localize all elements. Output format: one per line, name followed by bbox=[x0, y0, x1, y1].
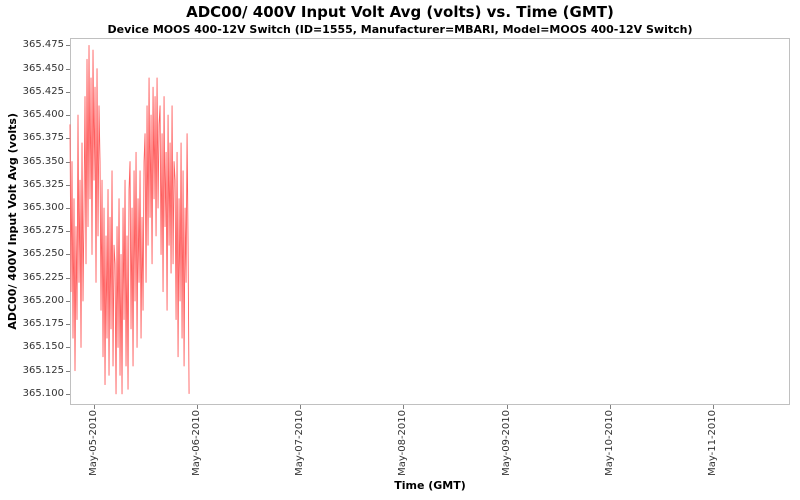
data-series-line bbox=[69, 44, 190, 395]
y-tick-label: 365.200 bbox=[22, 294, 64, 306]
y-tick-label: 365.425 bbox=[22, 85, 64, 97]
y-tick-label: 365.450 bbox=[22, 62, 64, 74]
plot-border bbox=[70, 38, 790, 405]
x-tick-label: May-07-2010 bbox=[294, 410, 306, 476]
y-tick-label: 365.325 bbox=[22, 178, 64, 190]
x-tick-label: May-08-2010 bbox=[397, 410, 409, 476]
y-tick-label: 365.350 bbox=[22, 155, 64, 167]
y-tick-label: 365.300 bbox=[22, 202, 64, 214]
y-tick-label: 365.175 bbox=[22, 318, 64, 330]
y-tick-label: 365.225 bbox=[22, 271, 64, 283]
x-tick-label: May-06-2010 bbox=[191, 410, 203, 476]
x-tick-label: May-05-2010 bbox=[88, 410, 100, 476]
x-axis-label: Time (GMT) bbox=[394, 479, 466, 492]
chart-title: ADC00/ 400V Input Volt Avg (volts) vs. T… bbox=[186, 3, 614, 21]
y-tick-label: 365.275 bbox=[22, 225, 64, 237]
y-tick-label: 365.125 bbox=[22, 364, 64, 376]
x-tick-label: May-09-2010 bbox=[500, 410, 512, 476]
y-tick-label: 365.400 bbox=[22, 109, 64, 121]
y-tick-label: 365.150 bbox=[22, 341, 64, 353]
y-tick-label: 365.375 bbox=[22, 132, 64, 144]
x-tick-label: May-11-2010 bbox=[706, 410, 718, 476]
y-tick-label: 365.475 bbox=[22, 39, 64, 51]
x-tick-label: May-10-2010 bbox=[603, 410, 615, 476]
y-tick-label: 365.250 bbox=[22, 248, 64, 260]
chart-subtitle: Device MOOS 400-12V Switch (ID=1555, Man… bbox=[107, 23, 693, 36]
y-tick-label: 365.100 bbox=[22, 387, 64, 399]
